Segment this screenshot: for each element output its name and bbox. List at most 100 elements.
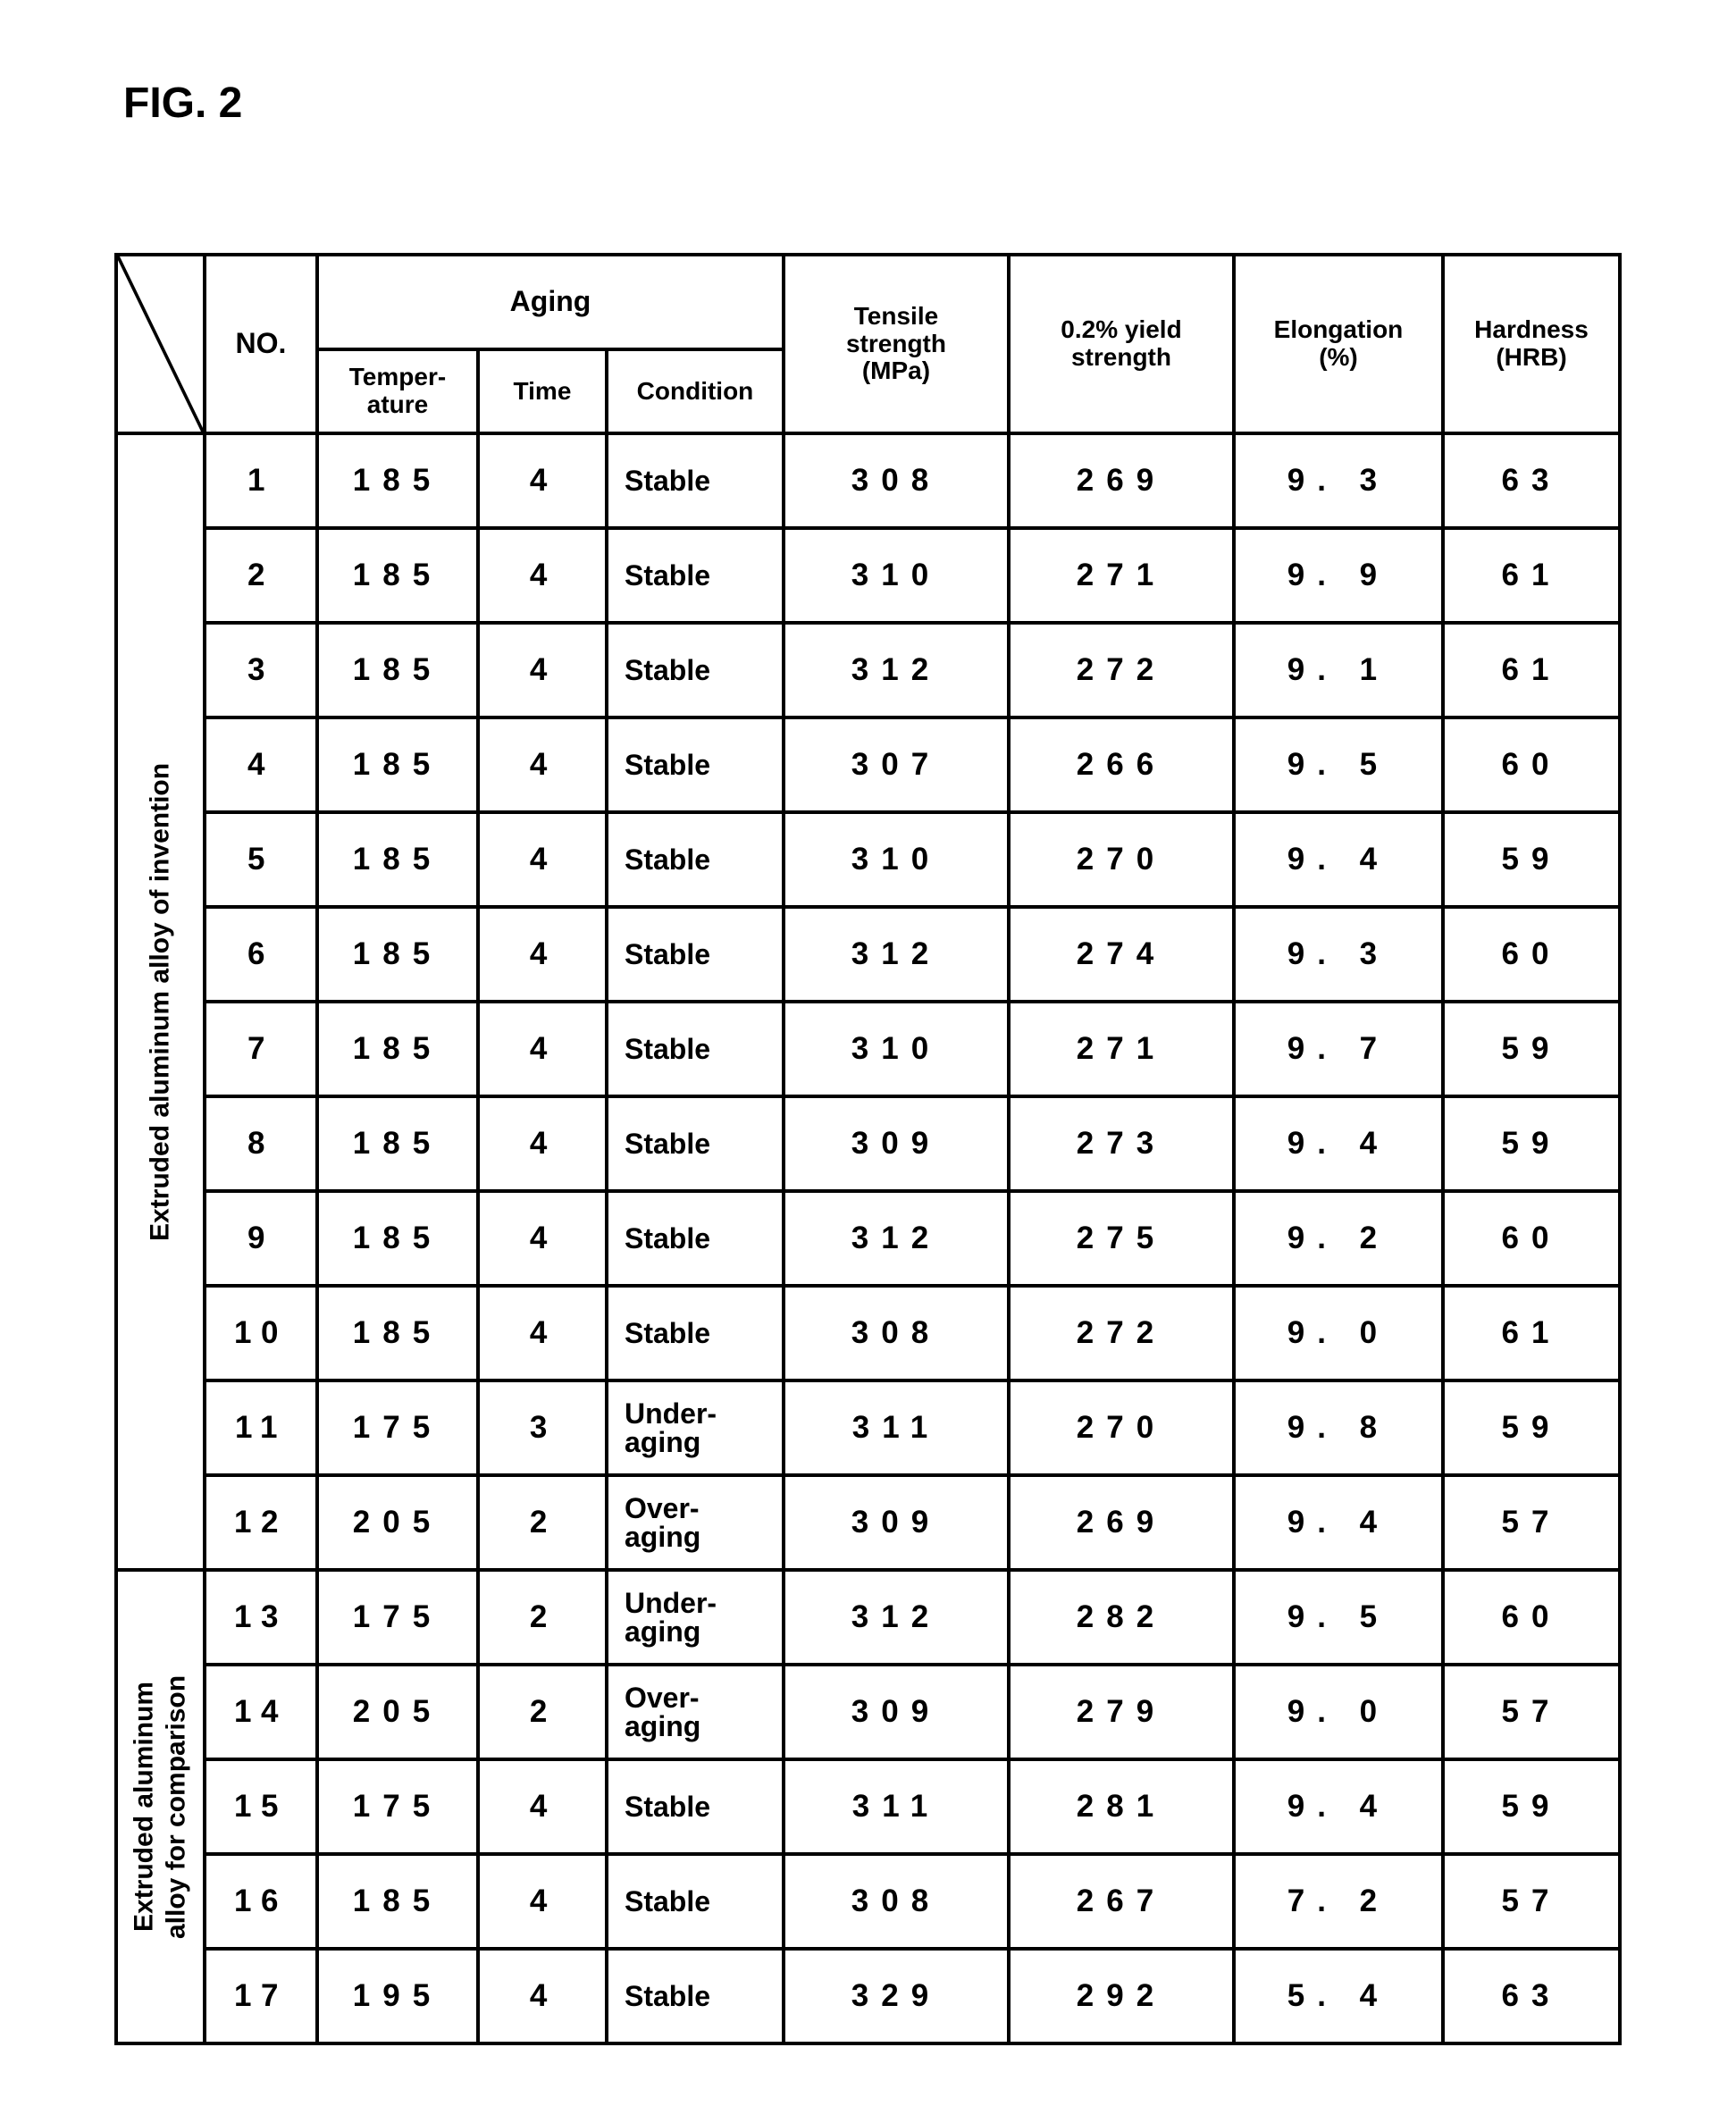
cell-tensile: 311 xyxy=(784,1380,1009,1475)
figure-label: FIG. 2 xyxy=(123,79,1622,128)
cell-temp: 185 xyxy=(317,1002,478,1096)
col-yield: 0.2% yield strength xyxy=(1009,255,1234,433)
cell-time: 4 xyxy=(478,1949,607,2043)
cell-yield: 269 xyxy=(1009,1475,1234,1570)
cell-cond: Stable xyxy=(607,1854,784,1949)
cell-no: 1 xyxy=(205,433,317,528)
col-time: Time xyxy=(478,349,607,433)
cell-elong: 9. 8 xyxy=(1234,1380,1443,1475)
cell-hard: 63 xyxy=(1443,433,1620,528)
cell-time: 4 xyxy=(478,1759,607,1854)
cell-time: 4 xyxy=(478,812,607,907)
cell-elong: 9. 1 xyxy=(1234,623,1443,717)
cell-time: 4 xyxy=(478,623,607,717)
cell-hard: 57 xyxy=(1443,1665,1620,1759)
cell-cond: Stable xyxy=(607,1949,784,2043)
cell-temp: 175 xyxy=(317,1570,478,1665)
table-row: 111753Under- aging3112709. 859 xyxy=(116,1380,1620,1475)
cell-tensile: 308 xyxy=(784,1854,1009,1949)
cell-no: 6 xyxy=(205,907,317,1002)
cell-time: 4 xyxy=(478,717,607,812)
cell-time: 4 xyxy=(478,528,607,623)
cell-hard: 60 xyxy=(1443,1191,1620,1286)
cell-tensile: 308 xyxy=(784,433,1009,528)
cell-elong: 9. 5 xyxy=(1234,1570,1443,1665)
cell-temp: 175 xyxy=(317,1759,478,1854)
cell-tensile: 312 xyxy=(784,1570,1009,1665)
cell-yield: 272 xyxy=(1009,1286,1234,1380)
cell-cond: Stable xyxy=(607,907,784,1002)
cell-time: 2 xyxy=(478,1475,607,1570)
col-condition: Condition xyxy=(607,349,784,433)
table-row: Extruded aluminum alloy for comparison13… xyxy=(116,1570,1620,1665)
cell-hard: 59 xyxy=(1443,1002,1620,1096)
cell-time: 2 xyxy=(478,1665,607,1759)
cell-elong: 9. 3 xyxy=(1234,433,1443,528)
cell-time: 4 xyxy=(478,1854,607,1949)
cell-elong: 9. 4 xyxy=(1234,812,1443,907)
cell-no: 16 xyxy=(205,1854,317,1949)
cell-tensile: 310 xyxy=(784,1002,1009,1096)
table-row: 81854Stable3092739. 459 xyxy=(116,1096,1620,1191)
table-row: 151754Stable3112819. 459 xyxy=(116,1759,1620,1854)
cell-elong: 9. 7 xyxy=(1234,1002,1443,1096)
cell-no: 17 xyxy=(205,1949,317,2043)
table-row: 21854Stable3102719. 961 xyxy=(116,528,1620,623)
cell-hard: 61 xyxy=(1443,528,1620,623)
cell-temp: 185 xyxy=(317,1096,478,1191)
cell-no: 13 xyxy=(205,1570,317,1665)
cell-cond: Stable xyxy=(607,623,784,717)
cell-tensile: 310 xyxy=(784,528,1009,623)
cell-yield: 267 xyxy=(1009,1854,1234,1949)
cell-cond: Stable xyxy=(607,1002,784,1096)
cell-hard: 57 xyxy=(1443,1475,1620,1570)
cell-cond: Stable xyxy=(607,1759,784,1854)
cell-temp: 185 xyxy=(317,812,478,907)
cell-time: 4 xyxy=(478,1096,607,1191)
cell-tensile: 311 xyxy=(784,1759,1009,1854)
cell-temp: 185 xyxy=(317,1854,478,1949)
cell-hard: 57 xyxy=(1443,1854,1620,1949)
cell-hard: 60 xyxy=(1443,717,1620,812)
cell-yield: 271 xyxy=(1009,1002,1234,1096)
table-row: 91854Stable3122759. 260 xyxy=(116,1191,1620,1286)
cell-temp: 185 xyxy=(317,1286,478,1380)
cell-tensile: 310 xyxy=(784,812,1009,907)
cell-tensile: 309 xyxy=(784,1096,1009,1191)
cell-temp: 185 xyxy=(317,1191,478,1286)
group-comparison: Extruded aluminum alloy for comparison xyxy=(116,1570,205,2043)
cell-time: 4 xyxy=(478,1002,607,1096)
cell-no: 11 xyxy=(205,1380,317,1475)
cell-elong: 9. 5 xyxy=(1234,717,1443,812)
cell-tensile: 329 xyxy=(784,1949,1009,2043)
cell-temp: 185 xyxy=(317,528,478,623)
cell-elong: 9. 0 xyxy=(1234,1286,1443,1380)
cell-cond: Stable xyxy=(607,1096,784,1191)
cell-yield: 271 xyxy=(1009,528,1234,623)
cell-yield: 270 xyxy=(1009,1380,1234,1475)
cell-no: 3 xyxy=(205,623,317,717)
cell-yield: 266 xyxy=(1009,717,1234,812)
cell-cond: Stable xyxy=(607,812,784,907)
group-invention: Extruded aluminum alloy of invention xyxy=(116,433,205,1570)
cell-no: 2 xyxy=(205,528,317,623)
cell-no: 9 xyxy=(205,1191,317,1286)
data-table: NO. Aging Tensile strength (MPa) 0.2% yi… xyxy=(114,253,1622,2045)
cell-yield: 269 xyxy=(1009,433,1234,528)
cell-tensile: 307 xyxy=(784,717,1009,812)
cell-cond: Stable xyxy=(607,528,784,623)
table-row: 61854Stable3122749. 360 xyxy=(116,907,1620,1002)
cell-time: 4 xyxy=(478,1286,607,1380)
cell-tensile: 312 xyxy=(784,1191,1009,1286)
cell-yield: 273 xyxy=(1009,1096,1234,1191)
cell-cond: Stable xyxy=(607,1191,784,1286)
col-hardness: Hardness (HRB) xyxy=(1443,255,1620,433)
table-row: 41854Stable3072669. 560 xyxy=(116,717,1620,812)
cell-hard: 59 xyxy=(1443,1759,1620,1854)
cell-temp: 175 xyxy=(317,1380,478,1475)
col-no: NO. xyxy=(205,255,317,433)
cell-hard: 59 xyxy=(1443,1096,1620,1191)
cell-time: 4 xyxy=(478,907,607,1002)
cell-cond: Under- aging xyxy=(607,1380,784,1475)
cell-temp: 205 xyxy=(317,1665,478,1759)
